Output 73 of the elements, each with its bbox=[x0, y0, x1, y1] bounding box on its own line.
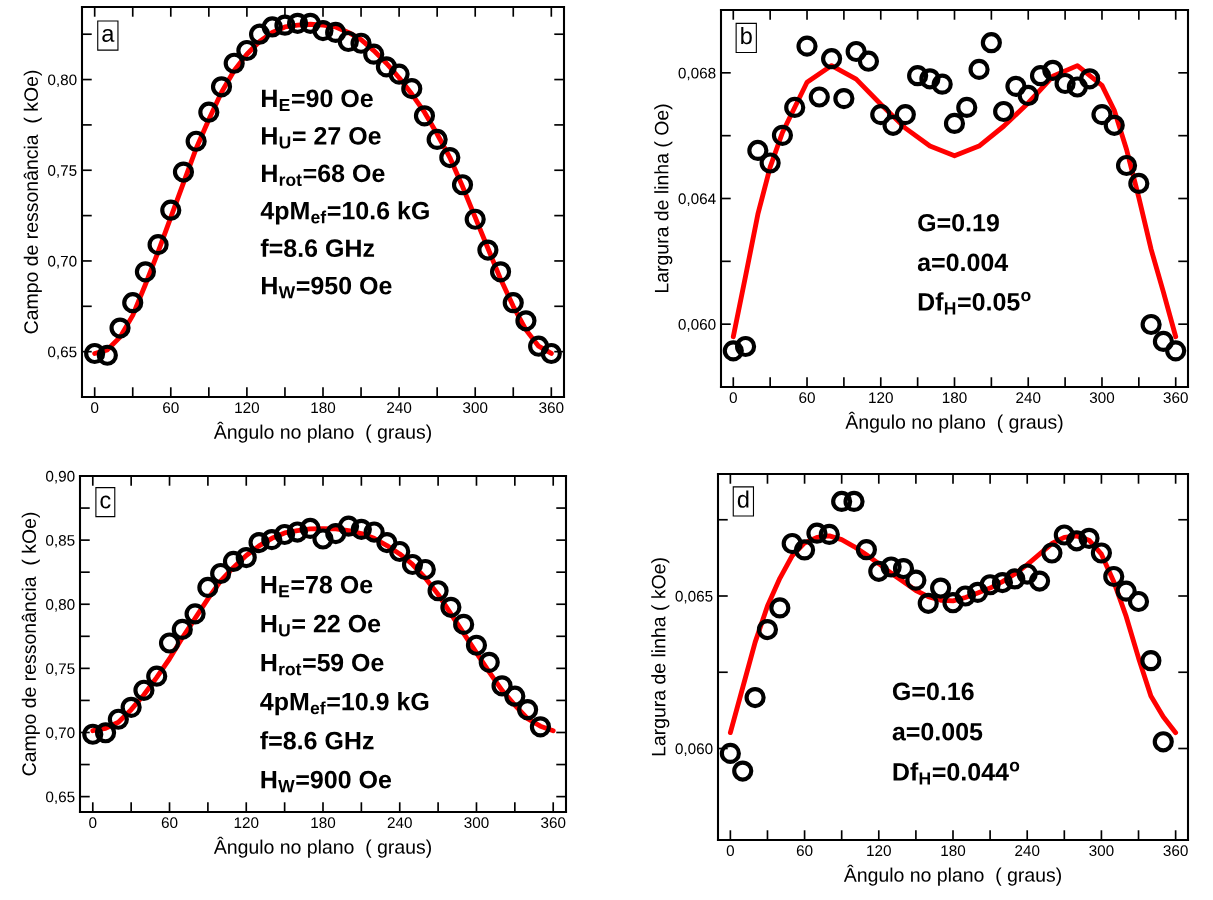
x-tick-label: 60 bbox=[799, 392, 815, 404]
x-tick-label: 60 bbox=[161, 817, 178, 829]
x-tick-label: 120 bbox=[234, 817, 259, 829]
y-tick-label: 0,068 bbox=[678, 67, 716, 81]
y-tick-label: 0,65 bbox=[46, 791, 75, 805]
x-tick-label: 0 bbox=[729, 392, 737, 404]
x-axis-title: Ângulo no plano ( graus) bbox=[213, 421, 431, 443]
x-tick-label: 180 bbox=[942, 392, 967, 404]
annotation: f=8.6 GHz bbox=[260, 731, 374, 750]
x-tick-label: 120 bbox=[235, 402, 260, 414]
annotation: H$_{rot}$=68 Oe bbox=[262, 164, 385, 187]
annotation: H$_{W}$=900 Oe bbox=[261, 770, 392, 793]
annotation: G=0.19 bbox=[918, 213, 999, 232]
x-tick-label: 60 bbox=[163, 402, 179, 414]
x-tick-label: 360 bbox=[541, 817, 566, 829]
x-tick-label: 360 bbox=[539, 402, 564, 414]
x-tick-label: 240 bbox=[387, 402, 412, 414]
y-axis-title: Largura de linha ( kOe) bbox=[651, 558, 670, 756]
y-tick-label: 0,060 bbox=[678, 319, 716, 332]
y-tick-label: 0,75 bbox=[48, 165, 77, 178]
x-tick-label: 300 bbox=[463, 402, 488, 414]
y-tick-label: 0,060 bbox=[675, 743, 713, 756]
x-tick-label: 360 bbox=[1163, 845, 1188, 857]
annotation: 4pM$_{ef}$=10.6 kG bbox=[260, 201, 429, 225]
x-tick-label: 0 bbox=[91, 402, 99, 414]
annotation: H$_{rot}$=59 Oe bbox=[261, 653, 384, 676]
annotation: 4pM$_{ef}$=10.9 kG bbox=[260, 692, 429, 716]
annotation: f=8.6 GHz bbox=[260, 238, 375, 258]
x-axis-title: Ângulo no plano ( graus) bbox=[843, 864, 1061, 886]
y-tick-label: 0,80 bbox=[46, 599, 75, 612]
y-tick-label: 0,85 bbox=[46, 534, 75, 548]
annotation: d bbox=[737, 490, 749, 508]
x-tick-label: 120 bbox=[869, 392, 893, 404]
x-axis-title: Ângulo no plano ( graus) bbox=[213, 836, 431, 858]
annotation: b bbox=[741, 26, 752, 45]
x-tick-label: 180 bbox=[311, 402, 336, 414]
annotation: H$_{E}$=90 Oe bbox=[262, 89, 373, 111]
annotation: c bbox=[100, 495, 111, 509]
y-tick-label: 0,80 bbox=[48, 74, 77, 88]
y-tick-label: 0,065 bbox=[675, 590, 713, 604]
x-tick-label: 0 bbox=[726, 845, 735, 857]
annotation: H$_{E}$=78 Oe bbox=[261, 575, 373, 598]
y-axis-title: Campo de ressonância ( kOe) bbox=[21, 512, 40, 776]
x-axis-title: Ângulo no plano ( graus) bbox=[845, 411, 1063, 433]
y-tick-label: 0,064 bbox=[678, 193, 716, 206]
annotation: Df$_{H}$=0.05$^{o}$ bbox=[918, 291, 1031, 315]
y-tick-label: 0,70 bbox=[48, 255, 77, 269]
x-tick-label: 60 bbox=[796, 845, 813, 857]
y-tick-label: 0,70 bbox=[46, 727, 75, 740]
y-tick-label: 0,75 bbox=[46, 663, 75, 676]
annotation: H$_{W}$=950 Oe bbox=[262, 276, 392, 299]
x-tick-label: 0 bbox=[89, 817, 97, 829]
y-axis-title: Largura de linha ( Oe) bbox=[654, 104, 673, 293]
y-tick-label: 0,90 bbox=[46, 470, 75, 484]
annotation: G=0.16 bbox=[892, 682, 974, 701]
x-tick-label: 180 bbox=[941, 845, 966, 857]
annotation: H$_{U}$= 22 Oe bbox=[261, 614, 381, 637]
x-tick-label: 120 bbox=[867, 845, 891, 857]
annotation: a=0.004 bbox=[917, 253, 1009, 272]
x-tick-label: 360 bbox=[1163, 392, 1188, 404]
annotation: Df$_{H}$=0.044$^{o}$ bbox=[893, 761, 1020, 785]
x-tick-label: 240 bbox=[1015, 845, 1040, 857]
x-tick-label: 240 bbox=[1016, 392, 1041, 404]
x-tick-label: 180 bbox=[311, 817, 336, 829]
x-tick-label: 240 bbox=[387, 817, 412, 829]
x-tick-label: 300 bbox=[1089, 392, 1115, 404]
annotation: a bbox=[102, 28, 115, 42]
x-tick-label: 300 bbox=[1089, 845, 1114, 857]
annotation: H$_{U}$= 27 Oe bbox=[262, 127, 381, 149]
x-tick-label: 300 bbox=[464, 817, 489, 829]
y-tick-label: 0,65 bbox=[48, 346, 77, 360]
y-axis-title: Campo de ressonância ( kOe) bbox=[23, 70, 42, 334]
annotation: a=0.005 bbox=[892, 722, 983, 741]
